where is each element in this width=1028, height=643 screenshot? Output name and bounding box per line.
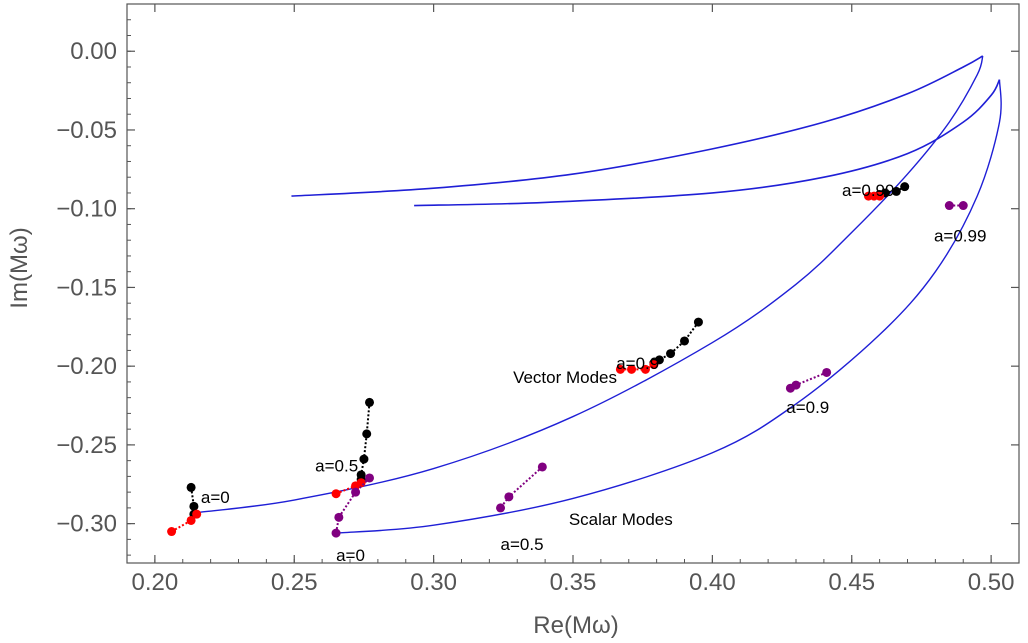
track-1-point-1: [186, 515, 196, 525]
y-tick-label-3: −0.15: [56, 274, 117, 301]
track-7-point-1: [627, 364, 637, 374]
x-tick-label-4: 0.40: [689, 569, 736, 596]
track-2-point-1: [362, 429, 372, 439]
track-5-point-0: [537, 462, 547, 472]
track-line-4: [335, 477, 371, 534]
track-6-point-1: [680, 336, 689, 346]
track-line-7: [620, 363, 655, 371]
mode-curve-1: [414, 79, 1001, 207]
annotation-9: Scalar Modes: [569, 510, 673, 529]
x-tick-label-3: 0.35: [550, 569, 597, 596]
x-tick-label-0: 0.20: [132, 569, 179, 596]
track-5-point-2: [496, 503, 506, 513]
x-tick-label-6: 0.50: [968, 569, 1015, 596]
y-tick-label-5: −0.25: [56, 432, 117, 459]
track-9-point-1: [891, 186, 901, 196]
track-4-point-3: [331, 528, 341, 538]
curves-layer: [196, 55, 1002, 534]
track-0-point-0: [186, 482, 196, 492]
track-1-point-2: [192, 509, 202, 519]
y-tick-label-2: −0.10: [56, 196, 117, 223]
mode-curve-0: [291, 55, 984, 197]
x-tick-label-1: 0.25: [271, 569, 318, 596]
annotations-layer: a=0 a=0 a=0.5 a=0.5 a=0.9 a=0.9 a=0.99 a=0.99 Ve…: [201, 181, 987, 565]
mode-curve-2: [196, 55, 984, 514]
annotation-8: Vector Modes: [513, 368, 617, 387]
x-tick-label-5: 0.45: [828, 569, 875, 596]
track-8-point-2: [785, 383, 795, 393]
annotation-6: a=0.99: [842, 181, 894, 200]
x-axis-title: Re(Mω): [533, 612, 618, 639]
track-6-point-2: [666, 349, 676, 359]
track-9-point-0: [900, 182, 910, 192]
track-5-point-1: [504, 492, 514, 502]
track-7-point-2: [640, 364, 650, 374]
track-7-point-0: [615, 364, 625, 374]
track-6-point-0: [693, 317, 703, 327]
track-4-point-0: [365, 473, 375, 483]
y-tick-label-4: −0.20: [56, 353, 117, 380]
axes-layer: 0.20 0.25 0.30 0.35 0.40 0.45 0.50 0.00 −0.05 −0.…: [56, 3, 1020, 596]
track-4-point-2: [334, 512, 344, 522]
x-tick-label-2: 0.30: [410, 569, 457, 596]
track-4-point-1: [351, 487, 361, 497]
annotation-4: a=0.9: [616, 354, 659, 373]
track-3-point-0: [331, 489, 341, 499]
annotation-2: a=0.5: [315, 456, 358, 475]
track-11-point-1: [944, 201, 954, 211]
annotation-1: a=0: [336, 546, 365, 565]
track-2-point-2: [359, 454, 369, 464]
track-1-point-0: [167, 527, 177, 537]
track-8-point-0: [822, 367, 832, 377]
y-tick-label-1: −0.05: [56, 117, 117, 144]
track-2-point-0: [365, 397, 375, 407]
mode-curve-3: [336, 79, 1002, 534]
track-line-9: [879, 185, 906, 196]
annotation-0: a=0: [201, 488, 230, 507]
annotation-7: a=0.99: [934, 226, 986, 245]
track-10-point-2: [875, 191, 885, 201]
track-11-point-0: [958, 201, 968, 211]
y-axis-title: Im(Mω): [6, 227, 33, 308]
track-7-point-3: [649, 360, 659, 370]
annotation-5: a=0.9: [786, 398, 829, 417]
y-tick-label-6: −0.30: [56, 511, 117, 538]
annotation-3: a=0.5: [501, 535, 544, 554]
track-0-point-1: [189, 501, 199, 511]
y-tick-label-0: 0.00: [70, 38, 117, 65]
track-3-point-2: [356, 478, 366, 488]
tracks-layer: [167, 182, 968, 538]
